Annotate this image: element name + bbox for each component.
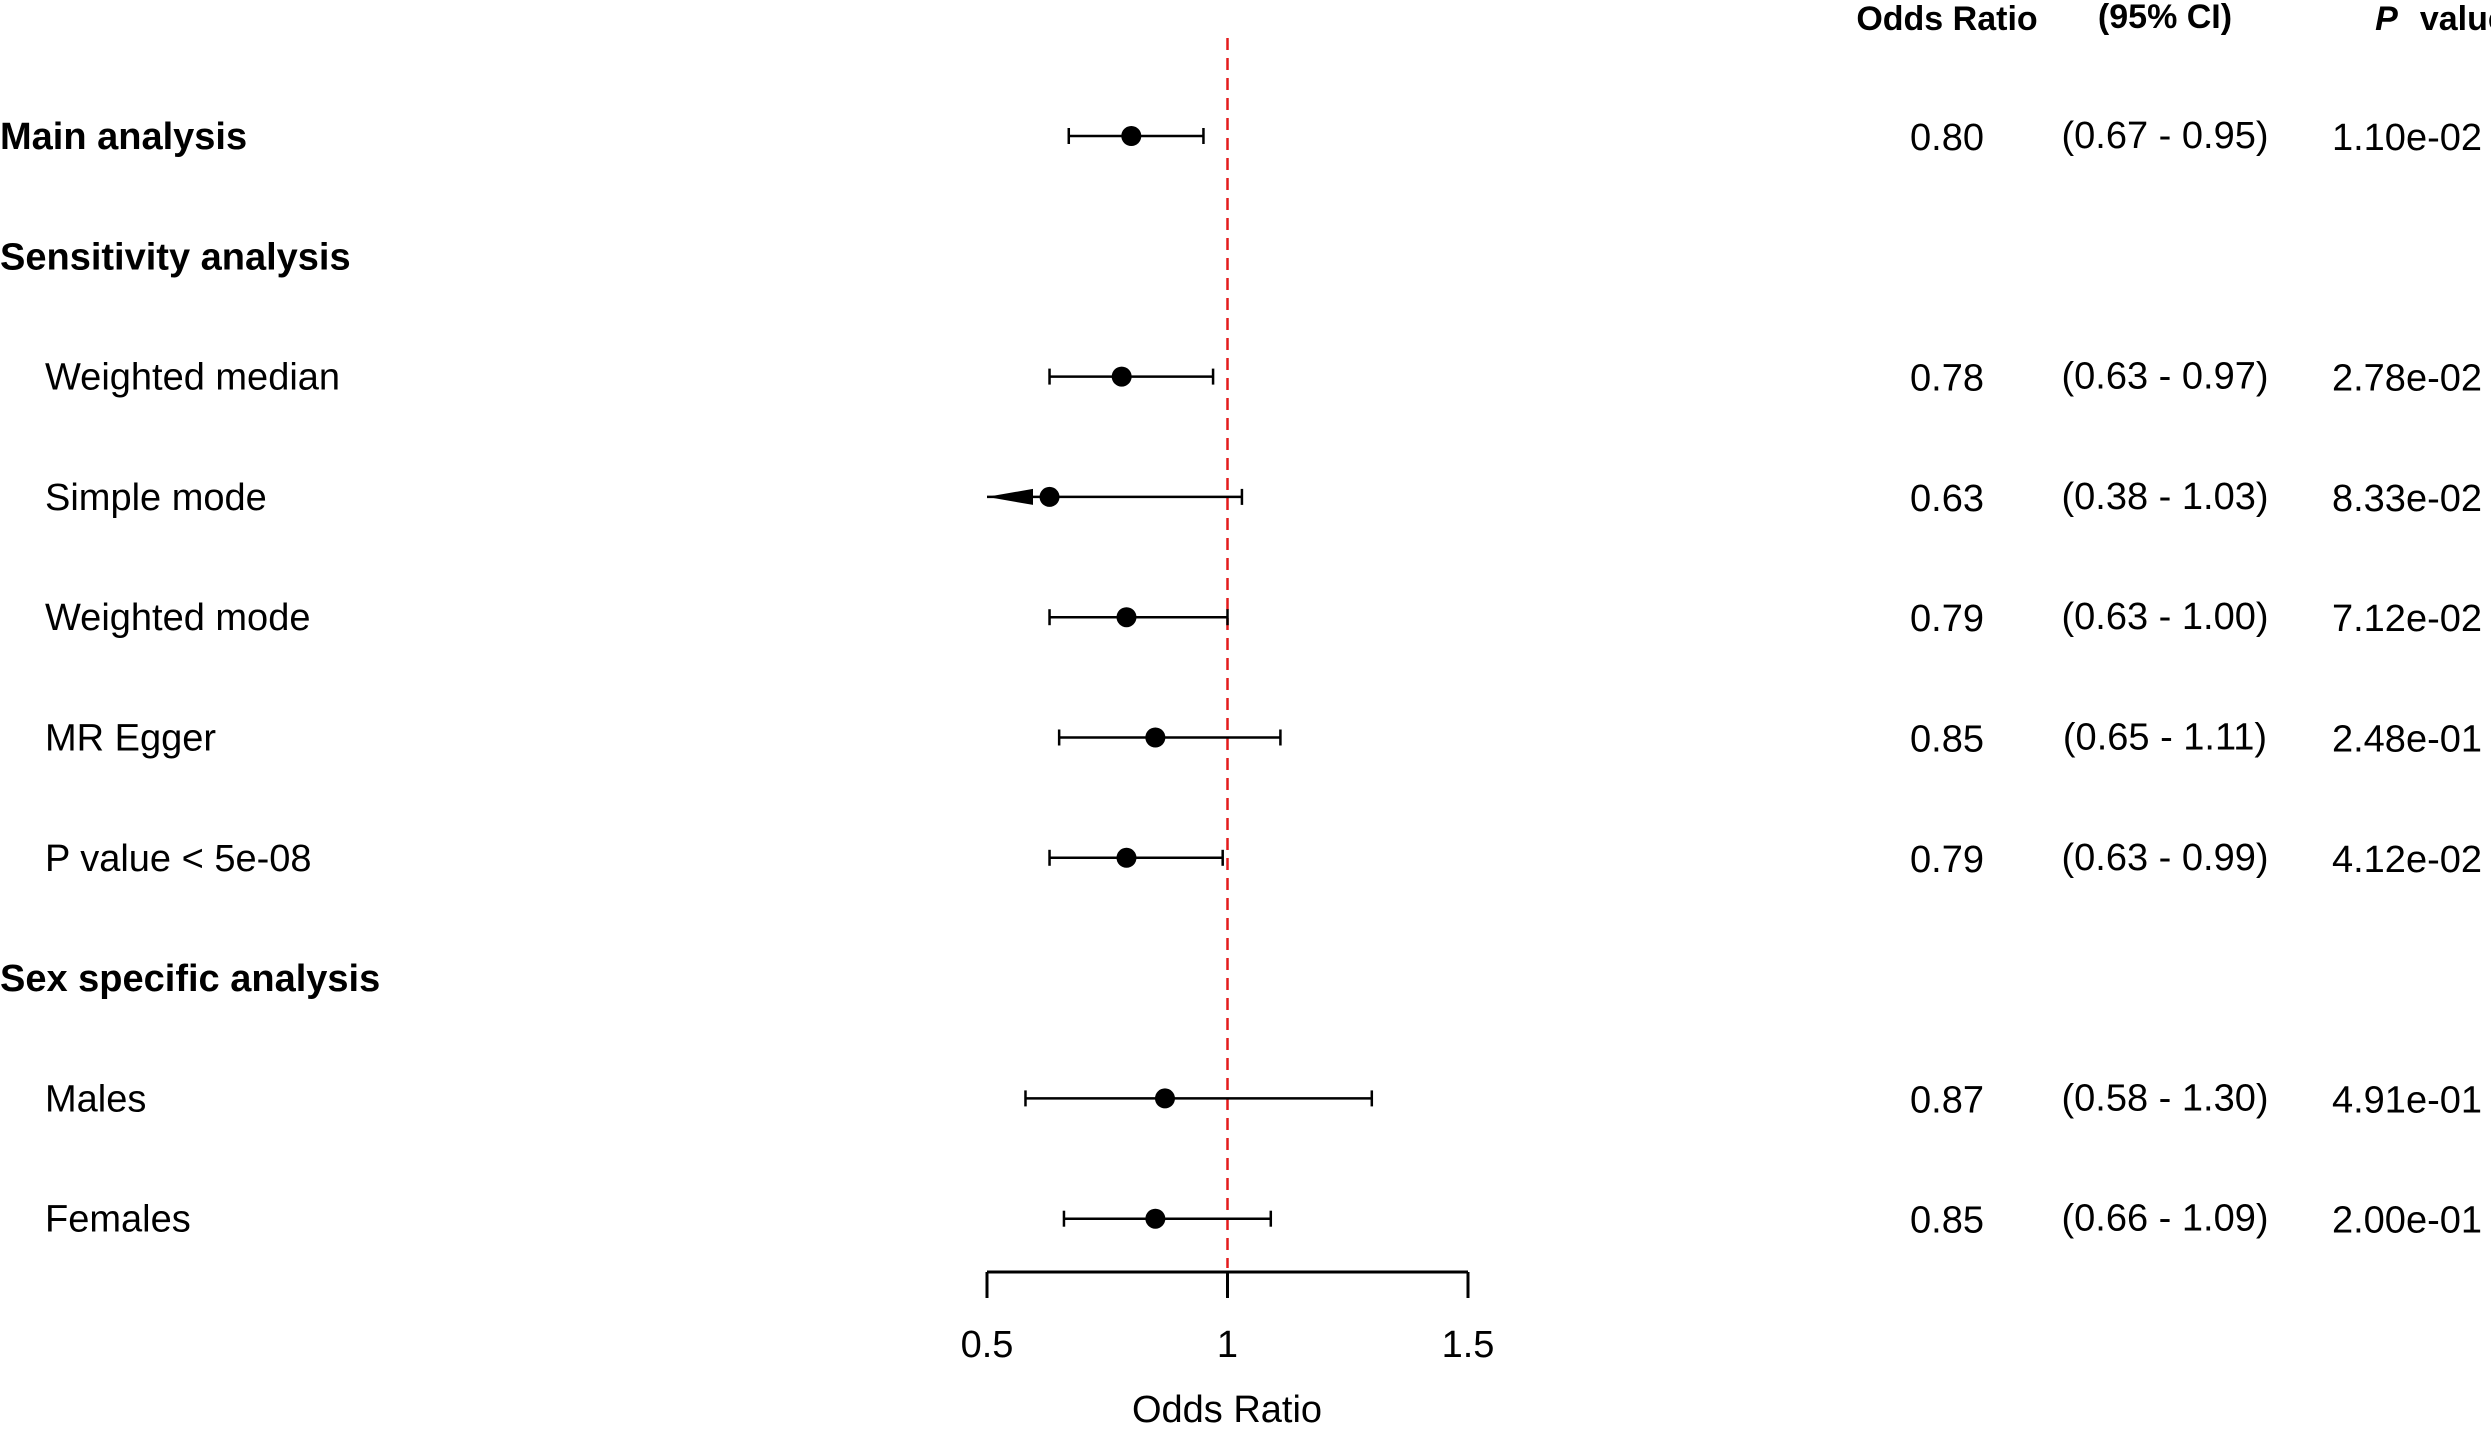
x-tick-label: 0.5 bbox=[961, 1324, 1014, 1366]
point-estimate bbox=[1145, 727, 1166, 748]
ci-value: (0.66 - 1.09) bbox=[2062, 1198, 2269, 1240]
forest-row: Sex specific analysis bbox=[0, 958, 380, 1000]
row-label: Weighted median bbox=[45, 357, 340, 399]
point-estimate bbox=[1145, 1208, 1166, 1229]
row-label: Main analysis bbox=[0, 116, 247, 158]
row-label: Females bbox=[45, 1199, 191, 1241]
p-value: 8.33e-02 bbox=[2332, 478, 2482, 520]
header-p-rest: value bbox=[2420, 0, 2491, 38]
p-value: 2.48e-01 bbox=[2332, 719, 2482, 761]
row-label: P value < 5e-08 bbox=[45, 838, 312, 880]
point-estimate bbox=[1121, 126, 1142, 146]
ci-value: (0.63 - 0.97) bbox=[2062, 356, 2269, 398]
x-tick-label: 1 bbox=[1217, 1324, 1238, 1366]
x-axis-title: Odds Ratio bbox=[1132, 1389, 1322, 1431]
p-value: 2.78e-02 bbox=[2332, 358, 2482, 400]
p-value: 4.91e-01 bbox=[2332, 1079, 2482, 1121]
ci-value: (0.38 - 1.03) bbox=[2062, 476, 2269, 518]
x-axis: 0.5 1 1.5 bbox=[961, 1270, 1495, 1366]
point-estimate bbox=[1039, 486, 1060, 507]
forest-rows: Main analysis 0.80 (0.67 - 0.95) 1.10e-02 Se… bbox=[0, 115, 2482, 1242]
point-estimate bbox=[1154, 1088, 1175, 1109]
forest-row: Weighted median 0.78 (0.63 - 0.97) 2.78e-02 bbox=[45, 356, 2482, 400]
forest-row: MR Egger 0.85 (0.65 - 1.11) 2.48e-01 bbox=[45, 717, 2482, 761]
or-value: 0.63 bbox=[1910, 478, 1984, 520]
p-value: 7.12e-02 bbox=[2332, 598, 2482, 640]
forest-row: Females 0.85 (0.66 - 1.09) 2.00e-01 bbox=[45, 1198, 2482, 1242]
point-estimate bbox=[1111, 366, 1132, 387]
or-value: 0.85 bbox=[1910, 1200, 1984, 1242]
ci-value: (0.63 - 1.00) bbox=[2062, 596, 2269, 638]
x-tick-label: 1.5 bbox=[1442, 1324, 1495, 1366]
row-label: Simple mode bbox=[45, 477, 267, 519]
header-ci: (95% CI) bbox=[2098, 0, 2232, 36]
forest-row: Weighted mode 0.79 (0.63 - 1.00) 7.12e-02 bbox=[45, 596, 2482, 640]
or-value: 0.87 bbox=[1910, 1079, 1984, 1121]
or-value: 0.79 bbox=[1910, 839, 1984, 881]
forest-row: Sensitivity analysis bbox=[0, 236, 351, 278]
or-value: 0.85 bbox=[1910, 719, 1984, 761]
point-estimate bbox=[1116, 847, 1137, 868]
ci-arrow-left bbox=[987, 488, 1033, 505]
point-estimate bbox=[1116, 607, 1137, 628]
row-label: MR Egger bbox=[45, 718, 216, 760]
forest-row: Simple mode 0.63 (0.38 - 1.03) 8.33e-02 bbox=[45, 476, 2482, 520]
ci-value: (0.63 - 0.99) bbox=[2062, 837, 2269, 879]
or-value: 0.78 bbox=[1910, 358, 1984, 400]
header-p-italic: P bbox=[2375, 0, 2398, 38]
or-value: 0.80 bbox=[1910, 117, 1984, 159]
forest-row: Males 0.87 (0.58 - 1.30) 4.91e-01 bbox=[45, 1077, 2482, 1121]
forest-row: Main analysis 0.80 (0.67 - 0.95) 1.10e-02 bbox=[0, 115, 2482, 159]
p-value: 1.10e-02 bbox=[2332, 117, 2482, 159]
ci-value: (0.58 - 1.30) bbox=[2062, 1077, 2269, 1119]
row-label: Sex specific analysis bbox=[0, 958, 380, 1000]
row-label: Weighted mode bbox=[45, 597, 310, 639]
p-value: 2.00e-01 bbox=[2332, 1200, 2482, 1242]
row-label: Males bbox=[45, 1078, 146, 1120]
or-value: 0.79 bbox=[1910, 598, 1984, 640]
header-odds-ratio: Odds Ratio bbox=[1856, 0, 2037, 38]
forest-row: P value < 5e-08 0.79 (0.63 - 0.99) 4.12e-02 bbox=[45, 837, 2482, 881]
ci-value: (0.67 - 0.95) bbox=[2062, 115, 2269, 157]
row-label: Sensitivity analysis bbox=[0, 236, 351, 278]
p-value: 4.12e-02 bbox=[2332, 839, 2482, 881]
ci-value: (0.65 - 1.11) bbox=[2063, 717, 2267, 759]
